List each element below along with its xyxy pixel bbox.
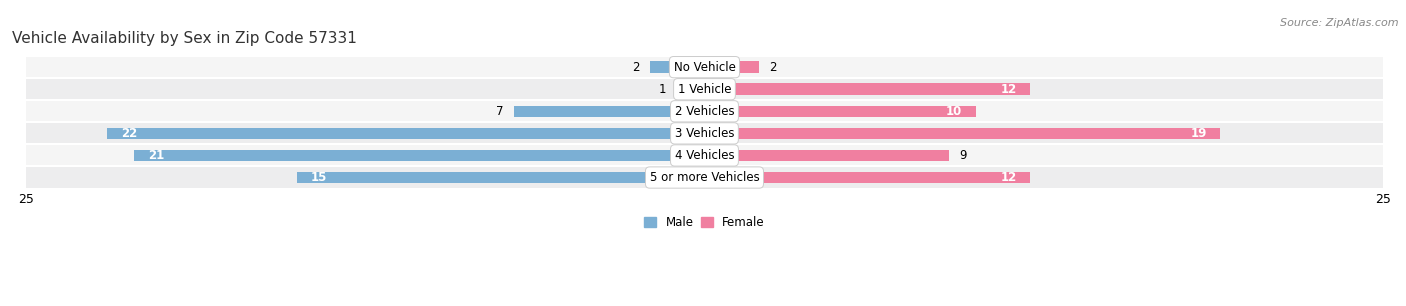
Text: 2: 2 [631,61,640,74]
Bar [515,106,704,117]
Bar [704,106,976,117]
Legend: Male, Female: Male, Female [640,211,769,234]
Bar [25,100,1384,122]
Bar [107,128,704,139]
Bar [25,122,1384,144]
Bar [704,62,759,73]
Bar [650,62,704,73]
Bar [297,172,704,183]
Bar [25,166,1384,188]
Text: No Vehicle: No Vehicle [673,61,735,74]
Text: 22: 22 [121,127,138,140]
Bar [25,144,1384,166]
Text: 12: 12 [1001,83,1017,96]
Bar [678,84,704,95]
Bar [135,150,704,161]
Text: 19: 19 [1191,127,1206,140]
Text: 4 Vehicles: 4 Vehicles [675,149,734,162]
Text: 3 Vehicles: 3 Vehicles [675,127,734,140]
Bar [704,172,1031,183]
Text: 1: 1 [659,83,666,96]
Text: Source: ZipAtlas.com: Source: ZipAtlas.com [1281,18,1399,28]
Text: 12: 12 [1001,171,1017,184]
Bar [25,78,1384,100]
Text: 2 Vehicles: 2 Vehicles [675,105,734,118]
Text: 7: 7 [496,105,503,118]
Text: 15: 15 [311,171,328,184]
Text: 2: 2 [769,61,778,74]
Bar [25,56,1384,78]
Text: Vehicle Availability by Sex in Zip Code 57331: Vehicle Availability by Sex in Zip Code … [13,31,357,46]
Text: 9: 9 [960,149,967,162]
Text: 21: 21 [148,149,165,162]
Bar [704,128,1220,139]
Text: 10: 10 [946,105,962,118]
Bar [704,84,1031,95]
Text: 5 or more Vehicles: 5 or more Vehicles [650,171,759,184]
Text: 1 Vehicle: 1 Vehicle [678,83,731,96]
Bar [704,150,949,161]
